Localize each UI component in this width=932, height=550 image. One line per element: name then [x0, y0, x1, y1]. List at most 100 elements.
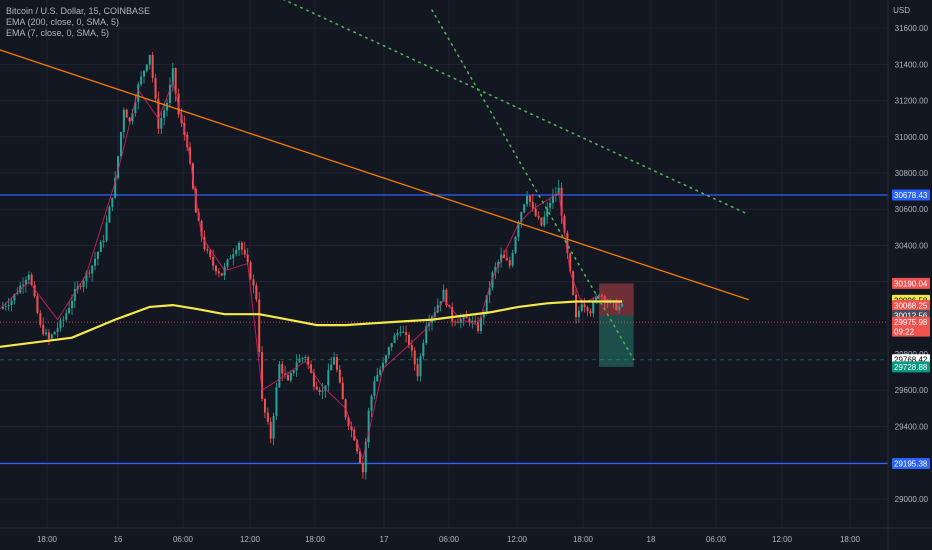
candle-body	[275, 387, 278, 416]
candle-body	[1, 306, 4, 309]
candle-body	[10, 300, 13, 306]
candle-body	[370, 395, 373, 411]
grid	[0, 0, 888, 528]
candle-body	[442, 289, 445, 302]
price-tag-countdown: 09:22	[894, 328, 915, 337]
candle-body	[246, 254, 249, 263]
candle-body	[47, 332, 50, 339]
price-tag-label: 30678.43	[894, 191, 928, 200]
candle-body	[287, 375, 289, 381]
price-axis[interactable]: 31600.00 31400.00 31200.00 31000.00 30800.00…	[888, 0, 932, 550]
price-tag-bg	[892, 316, 930, 337]
candle-body	[131, 113, 134, 122]
candle-body	[543, 216, 546, 226]
candle-body	[468, 318, 471, 323]
candle-body	[384, 355, 387, 363]
candle-body	[39, 312, 42, 325]
candle-body	[341, 382, 344, 400]
ema200-line[interactable]	[0, 300, 623, 348]
candle-body	[540, 217, 543, 226]
candle-body	[125, 109, 128, 118]
candle-body	[387, 347, 390, 356]
candle-body	[200, 220, 203, 237]
candle-body	[563, 215, 566, 233]
candle-body	[356, 440, 359, 452]
candle-body	[102, 240, 105, 243]
candle-body	[488, 287, 491, 296]
candle-body	[292, 370, 295, 373]
candle-body	[592, 301, 595, 314]
candle-body	[373, 381, 376, 396]
candle-body	[307, 357, 310, 365]
candle-body	[163, 110, 166, 119]
price-tag-bg	[892, 299, 930, 311]
candle-body	[416, 364, 419, 377]
candle-body	[396, 332, 399, 336]
candle-body	[154, 78, 157, 99]
candle-body	[586, 307, 589, 312]
candle-body	[50, 334, 53, 339]
candle-body	[333, 357, 336, 365]
price-tag: 30678.43	[892, 189, 930, 201]
candle-body	[189, 147, 192, 164]
candle-body	[252, 279, 255, 286]
candle-body	[42, 324, 45, 335]
price-tick-label: 30400.00	[895, 241, 929, 250]
ema7-legend[interactable]: EMA (7, close, 0, SMA, 5)	[6, 28, 110, 38]
time-tick-label: 18:00	[305, 535, 326, 544]
ema200-legend[interactable]: EMA (200, close, 0, SMA, 5)	[6, 17, 120, 27]
candle-body	[390, 342, 393, 348]
candle-body	[148, 54, 151, 65]
price-tag-bg	[892, 277, 930, 289]
candle-body	[350, 426, 353, 430]
candle-body	[220, 273, 223, 276]
candle-body	[471, 320, 474, 323]
candle-body	[168, 84, 171, 103]
candle-body	[494, 266, 497, 273]
candle-body	[240, 242, 243, 250]
dotted-trendline-1[interactable]	[248, 0, 750, 216]
candle-body	[255, 285, 258, 300]
candle-body	[111, 197, 114, 207]
candle-body	[94, 258, 97, 266]
dotted-trendline-2[interactable]	[431, 9, 635, 361]
candle-body	[572, 271, 575, 295]
time-tick-label: 06:00	[706, 535, 727, 544]
candle-body	[88, 272, 91, 274]
candle-body	[569, 253, 572, 272]
candle-body	[600, 295, 603, 297]
time-tick-label: 06:00	[173, 535, 194, 544]
candle-body	[22, 284, 25, 286]
price-tick-label: 29400.00	[895, 422, 929, 431]
candle-body	[364, 442, 367, 473]
candle-body	[232, 254, 235, 259]
candle-body	[45, 332, 48, 335]
candle-body	[566, 232, 569, 254]
candle-body	[140, 76, 143, 85]
candle-body	[73, 289, 76, 301]
candle-body	[479, 317, 482, 332]
candle-body	[278, 364, 281, 388]
candle-body	[330, 364, 333, 371]
candle-body	[91, 265, 94, 274]
candle-body	[577, 310, 580, 318]
candle-body	[68, 307, 71, 314]
time-tick-label: 18:00	[573, 535, 594, 544]
take-profit-zone[interactable]	[599, 315, 634, 367]
candle-body	[324, 385, 327, 391]
candle-body	[491, 272, 494, 288]
descending-trendline[interactable]	[0, 48, 750, 301]
time-tick-label: 06:00	[439, 535, 460, 544]
chart-legend: Bitcoin / U.S. Dollar, 15, COINBASE EMA …	[6, 6, 150, 39]
ema7-line[interactable]	[0, 80, 623, 461]
price-tag-label: 30190.04	[894, 279, 928, 288]
candle-body	[85, 272, 88, 281]
symbol-title[interactable]: Bitcoin / U.S. Dollar, 15, COINBASE	[6, 6, 151, 16]
time-axis[interactable]: 18:00 16 06:00 12:00 18:00 17 06:00 12:00 18:00 1…	[0, 527, 932, 550]
candle-body	[209, 250, 212, 257]
candle-body	[59, 320, 62, 329]
candle-body	[379, 369, 382, 375]
candles	[1, 51, 624, 480]
candle-body	[557, 187, 560, 195]
